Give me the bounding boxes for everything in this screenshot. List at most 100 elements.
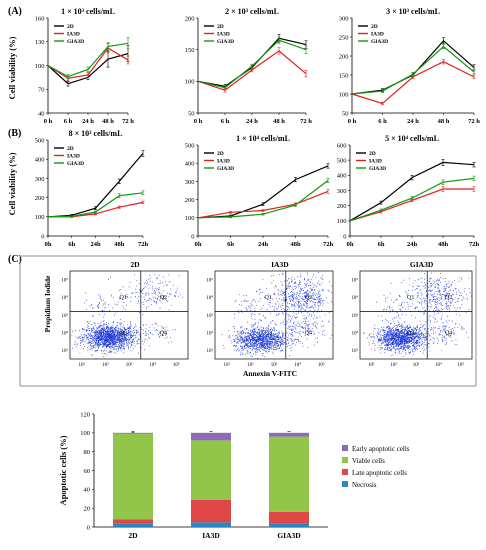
quadrant-label-q3: Q3 [120, 330, 127, 336]
series-line-2d [197, 37, 307, 88]
event-dots [71, 274, 184, 359]
x-tick-label: 10⁴ [435, 362, 442, 368]
legend-swatch [342, 481, 348, 487]
x-tick-label: 10⁵ [173, 362, 180, 368]
series-line-ia3d [351, 61, 475, 105]
y-tick-label: 10² [62, 330, 69, 336]
x-tick-label: 10³ [126, 362, 133, 368]
legend-label: GIA3D [217, 39, 234, 45]
x-tick-label: 0 h [348, 118, 357, 125]
x-tick-label: 6 h [378, 118, 387, 125]
legend-label: IA3D [217, 32, 230, 38]
x-tick-label: 10⁴ [149, 362, 156, 368]
y-tick-label: 100 [35, 214, 45, 221]
y-tick-label: 100 [337, 218, 347, 225]
line-charts-group: 40 70 100 130 160 0 h 6 h 24 h 48 h 72 h 1 × 10³ c… [35, 7, 481, 248]
y-tick-label: 200 [185, 15, 195, 22]
legend-label: 2D [371, 24, 378, 30]
flow-plot-ia3d: Q1 Q2 Q3 Q4 10¹ 10² 10³ 10⁴ 10⁵ 10¹ 10² 10³ 10⁴ 10⁵ IA… [206, 260, 334, 368]
x-tick-label: 72 h [300, 118, 312, 125]
apoptosis-bar-chart: 0 20 40 60 80 100 120 Apoptotic cells (%) 2D IA3D… [58, 411, 410, 540]
y-tick-label: 0 [191, 233, 194, 240]
plot-title: GIA3D [410, 260, 434, 269]
y-tick-label: 70 [38, 87, 45, 94]
x-tick-label: 6 h [221, 118, 230, 125]
y-tick-label: 300 [185, 179, 195, 186]
y-tick-label: 60 [84, 468, 91, 475]
legend-label: Necrosis [352, 481, 377, 489]
y-tick-label: 250 [339, 34, 349, 41]
row-b-ylabel: Cell viability (%) [7, 152, 17, 215]
x-tick-label: 0 h [194, 118, 203, 125]
bar-segment-late-apoptotic-cells [113, 519, 153, 524]
y-tick-label: 150 [339, 72, 349, 79]
x-tick-label: 48 h [102, 118, 114, 125]
legend-label: IA3D [67, 32, 80, 38]
bar-segment-viable-cells [113, 433, 153, 520]
x-tick-label: 0 h [44, 118, 53, 125]
plot-frame [69, 270, 189, 360]
x-tick-label: 48 h [273, 118, 285, 125]
series-line-ia3d [349, 188, 474, 222]
chart-title: 8 × 10³ cells/mL [69, 129, 123, 138]
y-tick-label: 100 [185, 79, 195, 86]
quadrant-label-q1: Q1 [407, 295, 414, 301]
x-tick-label: 72h [138, 241, 149, 248]
legend-label: IA3D [67, 154, 80, 160]
quadrant-label-q1: Q1 [120, 295, 127, 301]
y-tick-label: 10³ [62, 313, 69, 319]
legend-label: 2D [67, 146, 74, 152]
legend-label: 2D [369, 151, 376, 157]
y-tick-label: 400 [35, 157, 45, 164]
y-tick-label: 40 [38, 110, 45, 117]
legend-swatch [342, 457, 348, 463]
y-tick-label: 10³ [352, 313, 359, 319]
legend-label: IA3D [371, 32, 384, 38]
flow-plot-2d: Q1 Q2 Q3 Q4 10¹ 10² 10³ 10⁴ 10⁵ 10¹ 10² 10³ 10⁴ 10⁵ 2D [61, 260, 189, 368]
plot-frame [359, 270, 473, 360]
x-tick-label: 24h [258, 241, 269, 248]
y-tick-label: 10⁵ [351, 278, 358, 284]
y-tick-label: 600 [337, 142, 347, 149]
line-chart-3: 50 100 150 200 250 300 0 h 6 h 24 h 48 h 72 h 3 × 1… [339, 7, 481, 125]
y-tick-label: 0 [41, 233, 44, 240]
y-tick-label: 10² [207, 330, 214, 336]
x-tick-label: 10¹ [79, 362, 86, 368]
chart-title: 2 × 10³ cells/mL [225, 7, 279, 16]
x-tick-label: 72h [469, 241, 480, 248]
legend-label: 2D [67, 24, 74, 30]
legend-label: GIA3D [67, 161, 84, 167]
panel-label-a: (A) [8, 6, 22, 17]
quadrant-label-q4: Q4 [160, 330, 167, 336]
row-a-ylabel: Cell viability (%) [7, 36, 17, 99]
line-chart-1: 40 70 100 130 160 0 h 6 h 24 h 48 h 72 h 1 × 10³ c… [35, 7, 135, 125]
x-tick-label: 10⁵ [318, 362, 325, 368]
x-tick-label: 24 h [82, 118, 94, 125]
quadrant-label-q3: Q3 [407, 330, 414, 336]
legend-swatch [342, 445, 348, 451]
y-tick-label: 10² [352, 330, 359, 336]
bar-ylabel: Apoptotic cells (%) [58, 435, 68, 505]
panel-label-b: (B) [8, 128, 21, 139]
bar-segment-early-apoptotic-cells [269, 432, 309, 437]
y-tick-label: 50 [342, 110, 349, 117]
y-tick-label: 10¹ [352, 348, 359, 354]
x-tick-label: 6 h [64, 118, 73, 125]
flow-cytometry-group: Q1 Q2 Q3 Q4 10¹ 10² 10³ 10⁴ 10⁵ 10¹ 10² 10³ 10⁴ 10⁵ 2D… [61, 260, 473, 368]
y-tick-label: 200 [35, 195, 45, 202]
legend-label: GIA3D [67, 39, 84, 45]
bar-segment-late-apoptotic-cells [269, 511, 309, 524]
legend-swatch [342, 469, 348, 475]
y-tick-label: 500 [35, 137, 45, 144]
x-tick-label: 48h [290, 241, 301, 248]
y-tick-label: 10¹ [62, 348, 69, 354]
quadrant-label-q4: Q4 [305, 330, 312, 336]
x-tick-label: 10¹ [368, 362, 375, 368]
plot-title: IA3D [271, 260, 289, 269]
x-tick-label: 48h [114, 241, 125, 248]
legend-label: GIA3D [371, 39, 388, 45]
legend-label: GIA3D [217, 166, 234, 172]
flow-plot-gia3d: Q1 Q2 Q3 Q4 10¹ 10² 10³ 10⁴ 10⁵ 10¹ 10² 10³ 10⁴ 10⁵ GI… [351, 260, 473, 368]
legend-label: 2D [217, 151, 224, 157]
y-tick-label: 120 [80, 411, 90, 418]
